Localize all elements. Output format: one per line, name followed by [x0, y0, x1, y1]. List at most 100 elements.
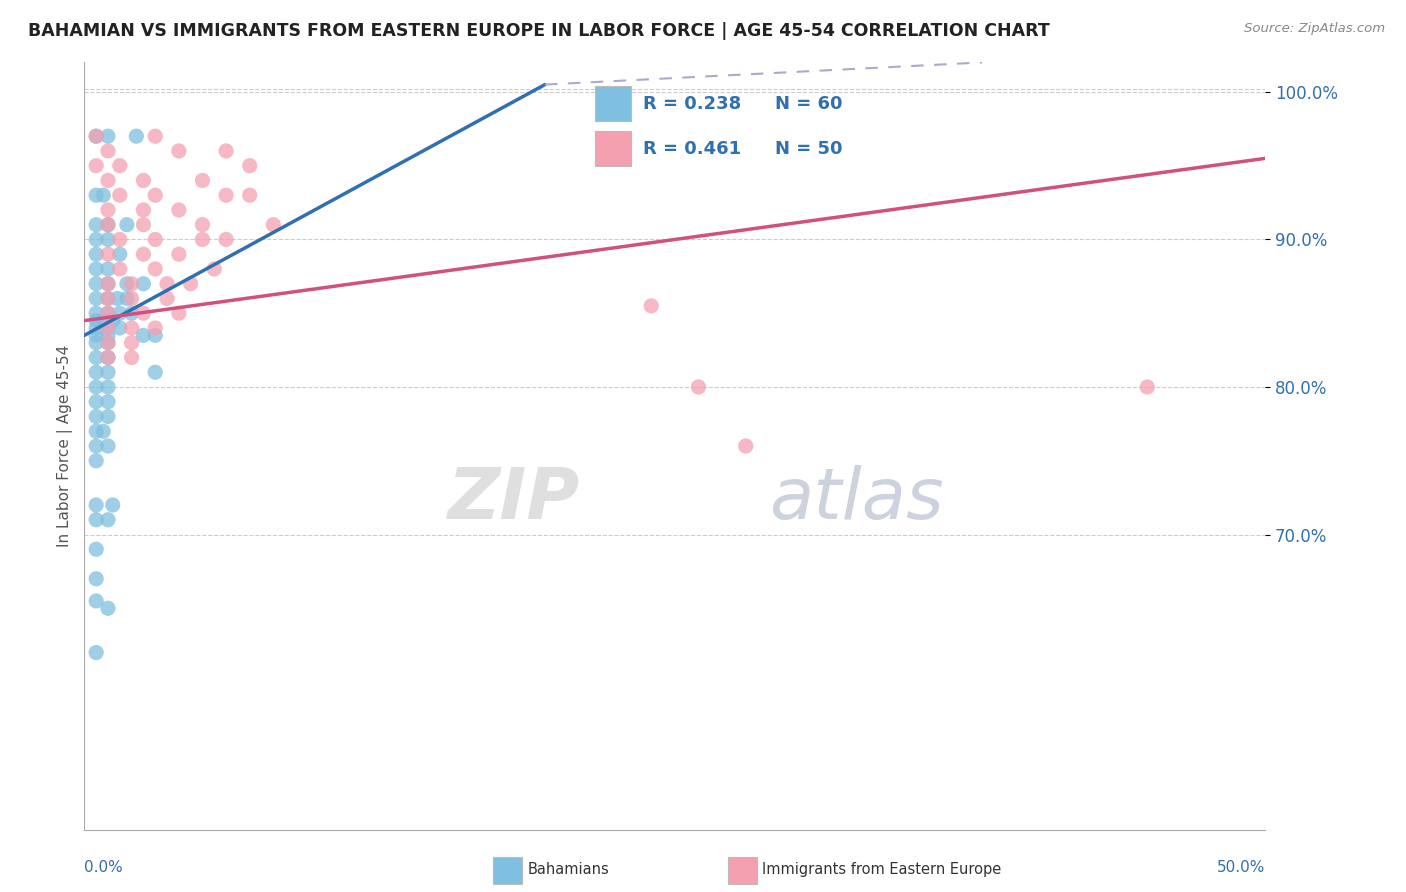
Point [108, 232, 131, 246]
Point [97, 439, 120, 453]
Point [121, 351, 143, 365]
Point [180, 277, 202, 291]
Point [115, 292, 138, 306]
Point [97, 292, 120, 306]
Point [215, 144, 238, 158]
Point [84, 218, 107, 232]
Point [91, 188, 114, 202]
Point [132, 328, 155, 343]
Point [84, 232, 107, 246]
Point [84, 572, 107, 586]
Point [215, 188, 238, 202]
Point [108, 159, 131, 173]
Point [156, 292, 179, 306]
Point [97, 306, 120, 320]
Point [97, 409, 120, 424]
Point [143, 365, 166, 379]
Point [97, 513, 120, 527]
Point [121, 321, 143, 335]
Point [132, 247, 155, 261]
Point [84, 247, 107, 261]
Point [132, 277, 155, 291]
Point [132, 202, 155, 217]
Point [97, 247, 120, 261]
Y-axis label: In Labor Force | Age 45-54: In Labor Force | Age 45-54 [58, 345, 73, 547]
Point [97, 218, 120, 232]
Point [108, 262, 131, 277]
Point [143, 321, 166, 335]
Point [239, 159, 262, 173]
Point [115, 277, 138, 291]
Point [84, 129, 107, 144]
Text: R = 0.461: R = 0.461 [643, 140, 741, 158]
Text: ZIP: ZIP [449, 466, 581, 534]
Point [640, 299, 662, 313]
Point [97, 277, 120, 291]
Point [97, 292, 120, 306]
Point [97, 202, 120, 217]
Point [97, 365, 120, 379]
Point [107, 292, 129, 306]
Point [239, 188, 262, 202]
FancyBboxPatch shape [728, 857, 758, 884]
Point [97, 351, 120, 365]
Text: R = 0.238: R = 0.238 [643, 95, 741, 112]
Point [84, 262, 107, 277]
Point [121, 306, 143, 320]
Point [143, 262, 166, 277]
Point [167, 247, 190, 261]
Point [143, 232, 166, 246]
Point [97, 277, 120, 291]
Point [84, 292, 107, 306]
Point [202, 262, 225, 277]
Point [97, 335, 120, 350]
Point [91, 313, 114, 327]
Point [108, 188, 131, 202]
Point [167, 144, 190, 158]
Point [97, 232, 120, 246]
Point [84, 328, 107, 343]
Point [143, 188, 166, 202]
Point [132, 173, 155, 187]
Text: atlas: atlas [769, 466, 943, 534]
Point [97, 129, 120, 144]
Point [84, 159, 107, 173]
FancyBboxPatch shape [492, 857, 522, 884]
Point [215, 232, 238, 246]
Point [143, 129, 166, 144]
Point [84, 424, 107, 438]
Text: BAHAMIAN VS IMMIGRANTS FROM EASTERN EUROPE IN LABOR FORCE | AGE 45-54 CORRELATIO: BAHAMIAN VS IMMIGRANTS FROM EASTERN EURO… [28, 22, 1050, 40]
Point [97, 321, 120, 335]
Text: Immigrants from Eastern Europe: Immigrants from Eastern Europe [762, 863, 1001, 877]
Point [84, 129, 107, 144]
Point [84, 313, 107, 327]
Text: Bahamians: Bahamians [527, 863, 609, 877]
Point [108, 321, 131, 335]
Point [84, 594, 107, 608]
Point [97, 173, 120, 187]
Point [121, 292, 143, 306]
Point [97, 144, 120, 158]
Point [125, 129, 148, 144]
Text: Source: ZipAtlas.com: Source: ZipAtlas.com [1244, 22, 1385, 36]
Text: N = 50: N = 50 [775, 140, 842, 158]
Point [84, 439, 107, 453]
Point [84, 306, 107, 320]
Point [84, 321, 107, 335]
Point [97, 306, 120, 320]
Point [191, 218, 214, 232]
Point [167, 202, 190, 217]
Point [143, 328, 166, 343]
Point [108, 306, 131, 320]
FancyBboxPatch shape [595, 87, 631, 121]
Point [101, 313, 124, 327]
Point [688, 380, 710, 394]
Point [84, 394, 107, 409]
Point [97, 335, 120, 350]
Point [84, 277, 107, 291]
Point [91, 424, 114, 438]
Point [84, 498, 107, 512]
Point [97, 380, 120, 394]
Point [84, 513, 107, 527]
Point [97, 321, 120, 335]
